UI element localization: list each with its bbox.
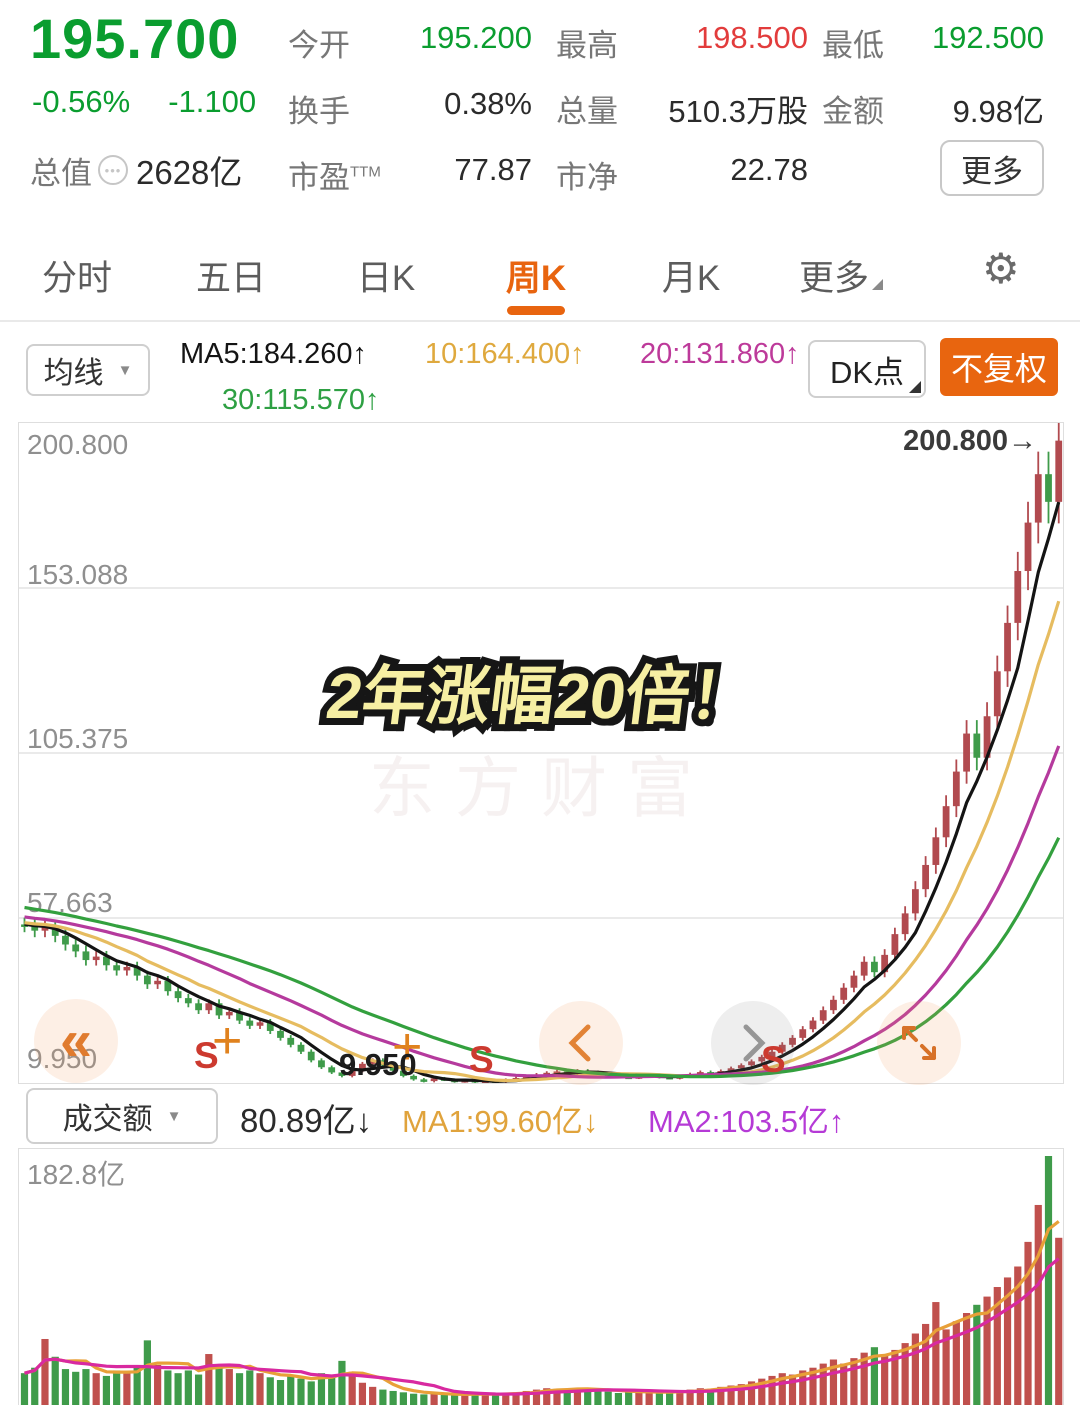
open-value: 195.200 [419, 20, 532, 55]
ma20-value-label: 20:131.860↑ [640, 338, 800, 370]
expand-fullscreen-icon[interactable] [895, 1019, 943, 1067]
ma-selector-dropdown[interactable]: 均线 ▼ [26, 344, 150, 396]
volume-selector-dropdown[interactable]: 成交额 ▼ [26, 1088, 218, 1144]
next-halo [711, 1001, 795, 1085]
market-cap-value: 2628亿 [136, 154, 243, 191]
corner-triangle-icon [909, 381, 921, 393]
double-chevron-left-icon[interactable]: « [59, 1008, 93, 1073]
price-change: -0.56% -1.100 [32, 84, 294, 120]
chevron-left-icon[interactable] [564, 1021, 598, 1065]
amount-value: 9.98亿 [952, 94, 1044, 129]
trade-cross-marker: + [212, 1012, 243, 1070]
period-tab-bar: 分时 五日 日K 周K 月K 更多 ⚙ [0, 228, 1080, 322]
volume-axis-max-label: 182.8亿 [27, 1159, 126, 1190]
ma5-value-label: MA5:184.260↑ [180, 338, 368, 370]
change-percent: -0.56% [32, 84, 131, 119]
volume-label: 总量 [556, 94, 618, 129]
prev-halo [539, 1001, 623, 1085]
chevron-down-icon: ▼ [166, 1107, 182, 1125]
current-price: 195.700 [30, 7, 240, 70]
pb-value: 22.78 [730, 152, 808, 187]
tab-wuri[interactable]: 五日 [195, 259, 266, 298]
tab-zhouk[interactable]: 周K [505, 259, 567, 298]
y-axis-label-1: 200.800 [27, 429, 129, 460]
sell-signal-marker: S [194, 1035, 219, 1076]
more-stats-button[interactable]: 更多 [940, 140, 1044, 196]
volume-current-value: 80.89亿↓ [240, 1102, 373, 1139]
promo-overlay-text: 2年涨幅20倍！ 2年涨幅20倍！ [316, 653, 766, 739]
low-value: 192.500 [931, 20, 1044, 55]
market-cap-label: 总值 [30, 155, 92, 191]
turnover-label: 换手 [288, 94, 350, 129]
sell-signal-marker: S [469, 1039, 494, 1080]
turnover-value: 0.38% [444, 86, 532, 121]
open-label: 今开 [288, 28, 350, 63]
active-tab-underline [507, 306, 565, 315]
trade-cross-marker: + [392, 1018, 423, 1076]
dk-point-button[interactable]: DK点 [808, 340, 926, 398]
y-axis-label-2: 153.088 [27, 559, 129, 590]
amount-label: 金额 [822, 94, 884, 129]
sell-signal-marker: S [761, 1039, 786, 1080]
scroll-left-halo [34, 999, 118, 1083]
volume-indicator-bar: 成交额 ▼ 80.89亿↓ MA1:99.60亿↓ MA2:103.5亿↑ [0, 1086, 1080, 1148]
high-label: 最高 [556, 28, 618, 63]
y-axis-label-5: 9.950 [27, 1043, 98, 1074]
circle-dots-icon[interactable]: ••• [98, 155, 128, 185]
chevron-right-icon[interactable] [736, 1021, 770, 1065]
pe-label: 市盈TTM [288, 160, 381, 195]
volume-ma1-label: MA1:99.60亿↓ [402, 1104, 599, 1139]
corner-triangle-icon [872, 279, 883, 290]
ma10-value-label: 10:164.400↑ [425, 338, 585, 370]
volume-ma2-label: MA2:103.5亿↑ [648, 1104, 845, 1139]
stats-column-1: 今开 195.200 换手 0.38% 市盈TTM 77.87 [288, 0, 532, 226]
candlestick-svg [19, 423, 1063, 1083]
expand-halo [877, 1001, 961, 1085]
quote-header: 195.700 -0.56% -1.100 总值 ••• 2628亿 今开 195.… [0, 0, 1080, 226]
tab-gengduo[interactable]: 更多 [776, 250, 906, 301]
max-price-callout: 200.800→ [903, 425, 1037, 457]
stats-column-3: 最低 192.500 金额 9.98亿 [822, 0, 1044, 226]
ma-indicator-bar: 均线 ▼ MA5:184.260↑ 10:164.400↑ 20:131.860↑… [0, 322, 1080, 422]
market-cap-row: 总值 ••• 2628亿 [30, 146, 242, 194]
low-label: 最低 [822, 28, 884, 63]
adjust-mode-button[interactable]: 不复权 [940, 338, 1058, 396]
volume-value: 510.3万股 [668, 94, 808, 129]
tab-rik[interactable]: 日K [356, 259, 416, 298]
tab-fenshi[interactable]: 分时 [41, 259, 112, 298]
chevron-down-icon: ▼ [117, 361, 133, 379]
y-axis-label-4: 57.663 [27, 887, 113, 918]
pb-label: 市净 [556, 160, 618, 195]
min-price-callout: 9.950 [339, 1047, 417, 1082]
high-value: 198.500 [695, 20, 808, 55]
tab-yuek[interactable]: 月K [661, 259, 721, 298]
volume-bars-svg [20, 1156, 1063, 1405]
main-kline-chart[interactable]: 200.800 153.088 105.375 57.663 9.950 东方财… [18, 422, 1064, 1085]
arrow-right-icon: → [1008, 425, 1037, 457]
watermark-text: 东方财富 [369, 751, 713, 825]
ma30-value-label: 30:115.570↑ [222, 384, 380, 416]
stats-column-2: 最高 198.500 总量 510.3万股 市净 22.78 [556, 0, 808, 226]
volume-chart[interactable]: 182.8亿 [18, 1148, 1064, 1405]
gear-icon[interactable]: ⚙ [982, 245, 1020, 292]
y-axis-label-3: 105.375 [27, 723, 129, 754]
pe-value: 77.87 [454, 152, 532, 187]
change-amount: -1.100 [168, 84, 257, 119]
